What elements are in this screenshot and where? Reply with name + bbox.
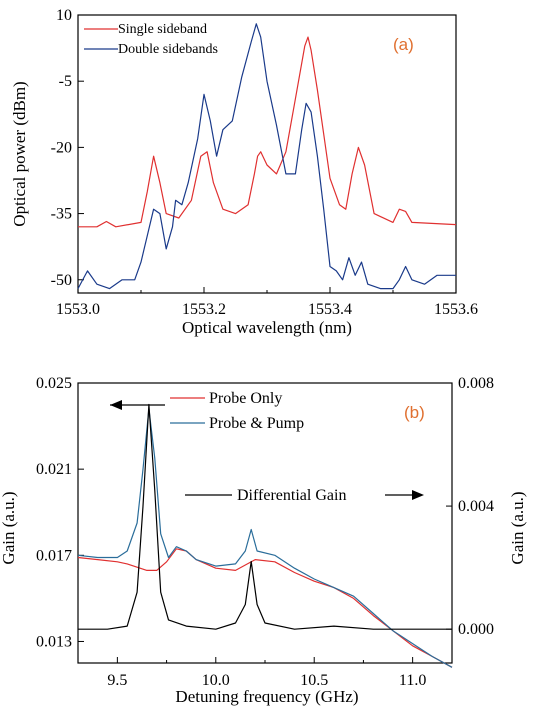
panel-a-chart: 1553.0 1553.2 1553.4 1553.6 10 -5 -20 -35 -50 O… <box>10 7 478 337</box>
panel-a-y-tick-label: -20 <box>51 139 72 156</box>
panel-b-y-tick-label-right: 0.008 <box>458 375 494 392</box>
legend-probe-only-label: Probe Only <box>209 390 282 407</box>
panel-a-y-tick-label: -50 <box>51 272 72 289</box>
legend-double-sidebands-label: Double sidebands <box>118 42 218 57</box>
panel-b-y-tick-label-left: 0.013 <box>36 633 72 650</box>
panel-b-y-ticks-right: 0.008 0.004 0.000 <box>446 375 494 638</box>
panel-a-y-ticks: 10 -5 -20 -35 -50 <box>51 7 84 289</box>
differential-gain-annotation: Differential Gain <box>185 487 424 504</box>
panel-b-x-tick-label: 10.5 <box>300 672 328 689</box>
panel-a-xlabel: Optical wavelength (nm) <box>182 318 352 337</box>
panel-b-y-tick-label-left: 0.025 <box>36 375 72 392</box>
panel-a-y-tick-label: -35 <box>51 206 72 223</box>
panel-b-legend: Probe Only Probe & Pump <box>170 390 304 432</box>
legend-single-sideband-label: Single sideband <box>118 22 207 37</box>
panel-b-ylabel-left: Gain (a.u.) <box>0 491 18 564</box>
panel-b-y-tick-label-left: 0.017 <box>36 547 72 564</box>
panel-a-x-tick-label: 1553.0 <box>56 301 100 318</box>
panel-a-y-tick-label: 10 <box>56 7 72 24</box>
panel-b-x-ticks: 9.5 10.0 10.5 11.0 <box>107 657 426 689</box>
panel-a-legend: Single sideband Double sidebands <box>84 22 218 57</box>
panel-b-y-tick-label-right: 0.000 <box>458 621 494 638</box>
series-single-sideband-line <box>78 36 457 228</box>
differential-gain-label: Differential Gain <box>237 487 346 504</box>
right-axis-arrow <box>412 490 424 500</box>
panel-b-series <box>77 403 453 668</box>
panel-a-x-tick-label: 1553.4 <box>308 301 352 318</box>
series-probe-pump-line <box>77 408 453 668</box>
panel-a-x-tick-label: 1553.2 <box>182 301 226 318</box>
panel-b-tag: (b) <box>404 403 425 422</box>
left-axis-arrow <box>110 400 165 410</box>
series-double-sidebands-line <box>77 23 456 290</box>
series-probe-only-line <box>77 548 453 668</box>
panel-b-ylabel-right: Gain (a.u.) <box>508 491 527 564</box>
series-differential-gain-line <box>78 403 452 630</box>
panel-a-x-ticks: 1553.0 1553.2 1553.4 1553.6 <box>56 287 478 318</box>
panel-b-y-tick-label-right: 0.004 <box>458 498 494 515</box>
panel-b-x-tick-label: 11.0 <box>399 672 426 689</box>
panel-b-x-tick-label: 10.0 <box>202 672 230 689</box>
panel-b-xlabel: Detuning frequency (GHz) <box>175 687 358 706</box>
panel-b-y-tick-label-left: 0.021 <box>36 461 72 478</box>
panel-b-y-ticks-left: 0.025 0.021 0.017 0.013 <box>36 375 84 650</box>
panel-a-ylabel: Optical power (dBm) <box>10 81 29 226</box>
panel-a-x-tick-label: 1553.6 <box>434 301 478 318</box>
panel-a-y-tick-label: -5 <box>59 73 72 90</box>
panel-a-tag: (a) <box>393 35 414 54</box>
panel-a-series <box>77 23 457 290</box>
panel-b-x-tick-label: 9.5 <box>107 672 127 689</box>
panel-b-chart: 9.5 10.0 10.5 11.0 0.025 0.021 0.017 0.013 0.0… <box>0 375 527 706</box>
legend-probe-pump-label: Probe & Pump <box>209 415 304 432</box>
